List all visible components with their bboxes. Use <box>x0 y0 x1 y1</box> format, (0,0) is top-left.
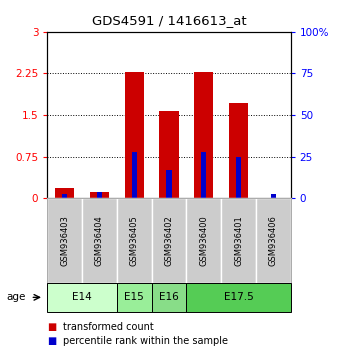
Bar <box>186 283 291 312</box>
Text: GDS4591 / 1416613_at: GDS4591 / 1416613_at <box>92 14 246 27</box>
Text: ■: ■ <box>47 336 56 346</box>
Bar <box>194 72 213 198</box>
Bar <box>125 72 144 198</box>
Text: GSM936401: GSM936401 <box>234 215 243 266</box>
Bar <box>256 198 291 283</box>
Text: E15: E15 <box>124 292 144 302</box>
Bar <box>82 198 117 283</box>
Bar <box>152 283 186 312</box>
Bar <box>90 192 109 198</box>
Text: GSM936403: GSM936403 <box>60 215 69 266</box>
Bar <box>160 111 178 198</box>
Text: ■: ■ <box>47 322 56 332</box>
Bar <box>186 198 221 283</box>
Text: GSM936405: GSM936405 <box>130 215 139 266</box>
Bar <box>221 198 256 283</box>
Bar <box>166 170 172 198</box>
Bar <box>271 194 276 198</box>
Bar <box>62 194 67 198</box>
Bar <box>229 103 248 198</box>
Bar <box>117 283 152 312</box>
Text: percentile rank within the sample: percentile rank within the sample <box>63 336 227 346</box>
Bar <box>55 188 74 198</box>
Bar <box>152 198 186 283</box>
Text: E14: E14 <box>72 292 92 302</box>
Text: GSM936400: GSM936400 <box>199 215 208 266</box>
Text: transformed count: transformed count <box>63 322 153 332</box>
Text: GSM936404: GSM936404 <box>95 215 104 266</box>
Text: E16: E16 <box>159 292 179 302</box>
Text: GSM936406: GSM936406 <box>269 215 278 266</box>
Text: age: age <box>7 292 26 302</box>
Text: GSM936402: GSM936402 <box>165 215 173 266</box>
Bar <box>201 153 207 198</box>
Bar <box>47 198 82 283</box>
Bar <box>47 283 117 312</box>
Bar <box>117 198 152 283</box>
Bar <box>236 156 241 198</box>
Text: E17.5: E17.5 <box>224 292 254 302</box>
Bar <box>131 153 137 198</box>
Bar <box>97 193 102 198</box>
